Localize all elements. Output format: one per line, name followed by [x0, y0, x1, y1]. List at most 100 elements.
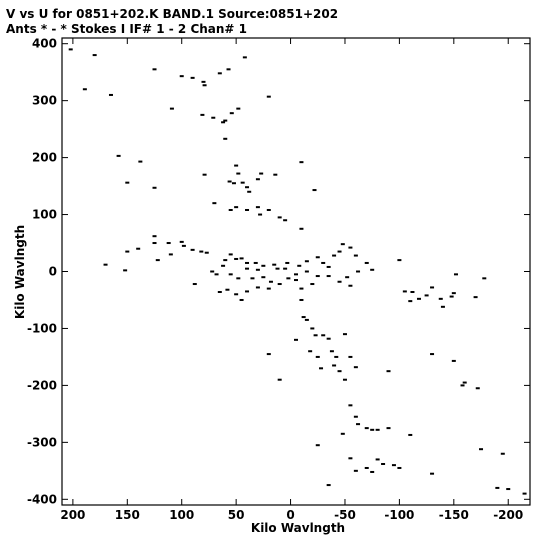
- uv-point: [364, 466, 369, 469]
- uv-point: [245, 186, 250, 189]
- uv-point: [204, 251, 209, 254]
- uv-point: [247, 190, 252, 193]
- uv-point: [227, 180, 232, 183]
- x-tick-label: -150: [439, 508, 469, 522]
- x-tick-label: 50: [228, 508, 245, 522]
- uv-point: [451, 292, 456, 295]
- y-tick-label: 300: [32, 94, 57, 108]
- uv-point: [319, 367, 324, 370]
- y-tick-label: -400: [27, 492, 57, 506]
- uv-point: [310, 283, 315, 286]
- uv-point: [236, 277, 241, 280]
- uv-point: [353, 469, 358, 472]
- uv-point: [125, 181, 130, 184]
- uv-point: [253, 261, 258, 264]
- uv-point: [239, 298, 244, 301]
- uv-point: [245, 290, 250, 293]
- uv-point: [313, 334, 318, 337]
- uv-point: [297, 264, 302, 267]
- uv-point: [353, 415, 358, 418]
- uv-point: [234, 257, 239, 260]
- uv-point: [332, 364, 337, 367]
- uv-point: [364, 427, 369, 430]
- uv-point: [155, 259, 160, 262]
- uv-point: [430, 286, 435, 289]
- uv-point: [356, 270, 361, 273]
- uv-point: [315, 355, 320, 358]
- uv-point: [68, 48, 73, 51]
- uv-point: [326, 337, 331, 340]
- uv-point: [391, 464, 396, 467]
- uv-point: [82, 88, 87, 91]
- uv-point: [473, 296, 478, 299]
- uv-point: [299, 298, 304, 301]
- uv-point: [345, 276, 350, 279]
- uv-point: [214, 273, 219, 276]
- uv-point: [294, 338, 298, 341]
- uv-point: [200, 113, 205, 116]
- uv-point: [103, 263, 108, 266]
- uv-point: [353, 366, 358, 369]
- uv-point: [152, 186, 157, 189]
- uv-point: [239, 257, 244, 260]
- uv-point: [500, 452, 505, 455]
- uv-point: [304, 318, 309, 321]
- uv-point: [332, 254, 337, 257]
- uv-point: [266, 353, 271, 356]
- uv-point: [228, 253, 233, 256]
- uv-point: [277, 216, 282, 219]
- uv-point: [326, 275, 331, 278]
- uv-point: [321, 261, 326, 264]
- uv-point: [340, 243, 345, 246]
- uv-point: [125, 250, 130, 253]
- plot-frame: [61, 37, 531, 506]
- uv-point: [277, 378, 282, 381]
- y-tick-label: -200: [27, 378, 57, 392]
- y-tick-label: -100: [27, 321, 57, 335]
- uv-point: [438, 297, 443, 300]
- uv-point: [294, 279, 298, 282]
- uv-point: [299, 287, 304, 290]
- x-tick-label: -50: [334, 508, 356, 522]
- uv-point: [334, 355, 339, 358]
- uv-point: [386, 427, 391, 430]
- uv-point: [402, 290, 407, 293]
- uv-point: [337, 280, 342, 283]
- uv-point: [408, 433, 413, 436]
- uv-point: [261, 264, 266, 267]
- uv-point: [223, 259, 228, 262]
- uv-point: [190, 76, 195, 79]
- uv-point: [310, 327, 315, 330]
- uv-point: [181, 244, 186, 247]
- uv-point: [268, 280, 273, 283]
- x-tick-label: 100: [169, 508, 194, 522]
- uv-point: [375, 458, 380, 461]
- uv-point: [223, 119, 228, 122]
- uv-point: [370, 470, 375, 473]
- uv-point: [92, 54, 97, 57]
- uv-point: [506, 488, 511, 491]
- y-tick-label: 100: [32, 208, 57, 222]
- uv-point: [337, 250, 342, 253]
- x-tick-label: 150: [115, 508, 140, 522]
- uv-point: [326, 484, 331, 487]
- uv-point: [179, 75, 184, 78]
- uv-point: [397, 466, 402, 469]
- uv-point: [212, 202, 217, 205]
- uv-point: [152, 242, 157, 245]
- uv-point: [364, 261, 369, 264]
- uv-point: [234, 164, 239, 167]
- uv-point: [410, 291, 415, 294]
- uv-point: [348, 355, 353, 358]
- uv-point: [236, 107, 241, 110]
- uv-point: [138, 160, 143, 163]
- uv-point: [245, 267, 250, 270]
- uv-point: [337, 370, 342, 373]
- uv-point: [202, 173, 207, 176]
- y-axis-ticks: -400 -300 -200 -100 0 100 200 300 400: [27, 37, 530, 506]
- chart-subtitle: Ants * - * Stokes I IF# 1 - 2 Chan# 1: [6, 22, 247, 36]
- uv-point: [440, 305, 445, 308]
- uv-point: [375, 428, 380, 431]
- uv-point: [348, 457, 353, 460]
